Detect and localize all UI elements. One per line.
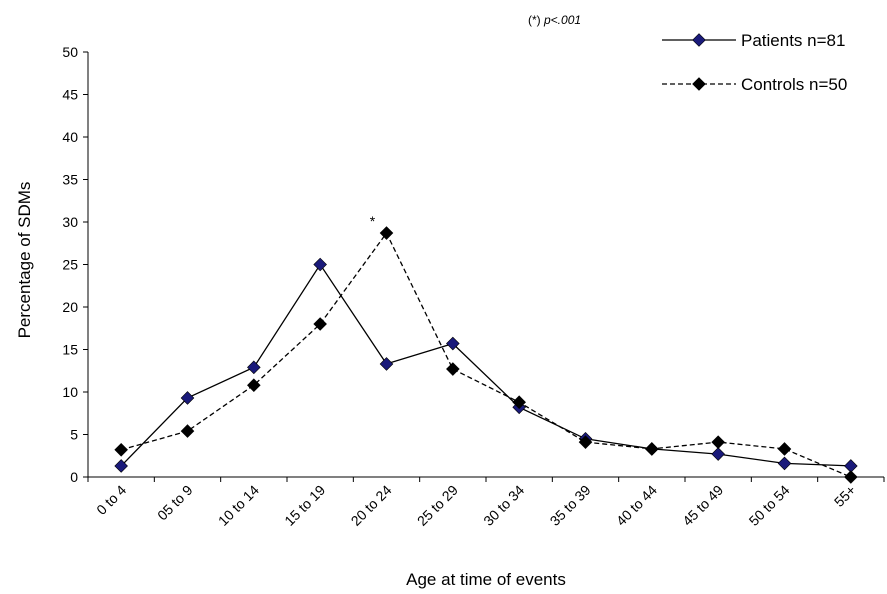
data-point-patients — [247, 360, 261, 375]
data-point-controls — [114, 443, 128, 457]
significance-marker: * — [370, 213, 376, 229]
y-tick-label: 20 — [62, 299, 78, 315]
legend-item-controls: Controls n=50 — [662, 75, 847, 94]
data-point-patients — [180, 391, 195, 405]
data-point-controls — [777, 442, 792, 456]
data-point-patients — [446, 336, 460, 351]
data-point-controls — [247, 378, 261, 392]
data-point-patients — [313, 257, 327, 272]
x-tick-label: 45 to 49 — [679, 482, 726, 529]
y-tick-label: 45 — [62, 87, 78, 103]
data-point-controls — [645, 442, 659, 456]
legend-marker-controls — [692, 77, 706, 91]
series-line-controls — [121, 231, 852, 478]
data-point-patients — [711, 447, 725, 461]
significance-note: (*) p<.001 — [528, 13, 581, 27]
x-tick-label: 20 to 24 — [348, 482, 395, 529]
data-point-patients — [777, 456, 792, 471]
significance-note-p-value: p<.001 — [543, 13, 581, 27]
legend-label-patients: Patients n=81 — [741, 31, 845, 50]
data-point-controls — [379, 226, 394, 240]
x-tick-label: 10 to 14 — [215, 482, 262, 529]
data-point-patients — [844, 459, 858, 473]
y-tick-label: 40 — [62, 129, 78, 145]
legend-label-controls: Controls n=50 — [741, 75, 847, 94]
x-axis-title: Age at time of events — [406, 570, 566, 589]
significance-note-prefix: (*) — [528, 13, 544, 27]
legend-item-patients: Patients n=81 — [662, 31, 845, 50]
x-tick-label: 25 to 29 — [414, 482, 461, 529]
legend-marker-patients — [692, 33, 706, 47]
data-point-controls — [313, 317, 327, 331]
y-tick-label: 15 — [62, 342, 78, 358]
y-tick-label: 30 — [62, 214, 78, 230]
y-tick-label: 35 — [62, 172, 78, 188]
x-tick-label: 55+ — [831, 482, 859, 510]
data-point-controls — [578, 435, 593, 449]
series-layer: * — [114, 213, 858, 484]
x-tick-label: 15 to 19 — [281, 482, 328, 529]
x-tick-label: 0 to 4 — [93, 482, 129, 518]
legend: Patients n=81 Controls n=50 — [662, 31, 847, 94]
x-axis: 0 to 4 05 to 9 10 to 14 15 to 19 20 to 24 25 … — [87, 476, 885, 529]
data-point-controls — [446, 362, 460, 376]
y-axis-title: Percentage of SDMs — [15, 182, 34, 339]
x-tick-label: 05 to 9 — [154, 482, 196, 524]
x-tick-label: 35 to 39 — [547, 482, 594, 529]
data-point-controls — [180, 424, 195, 438]
data-point-controls — [844, 470, 858, 484]
x-tick-label: 40 to 44 — [613, 482, 660, 529]
y-tick-label: 50 — [62, 44, 78, 60]
data-point-patients — [114, 459, 128, 473]
x-tick-label: 50 to 54 — [746, 482, 793, 529]
data-point-controls — [512, 395, 526, 409]
data-point-patients — [379, 357, 394, 371]
y-tick-label: 5 — [70, 427, 78, 443]
series-line-patients — [120, 263, 851, 467]
data-point-controls — [711, 435, 725, 449]
x-tick-label: 30 to 34 — [480, 482, 527, 529]
y-tick-label: 10 — [62, 384, 78, 400]
y-tick-label: 25 — [62, 257, 78, 273]
y-tick-label: 0 — [70, 469, 78, 485]
y-axis: 0 5 10 15 20 25 30 35 40 45 50 — [62, 44, 89, 485]
